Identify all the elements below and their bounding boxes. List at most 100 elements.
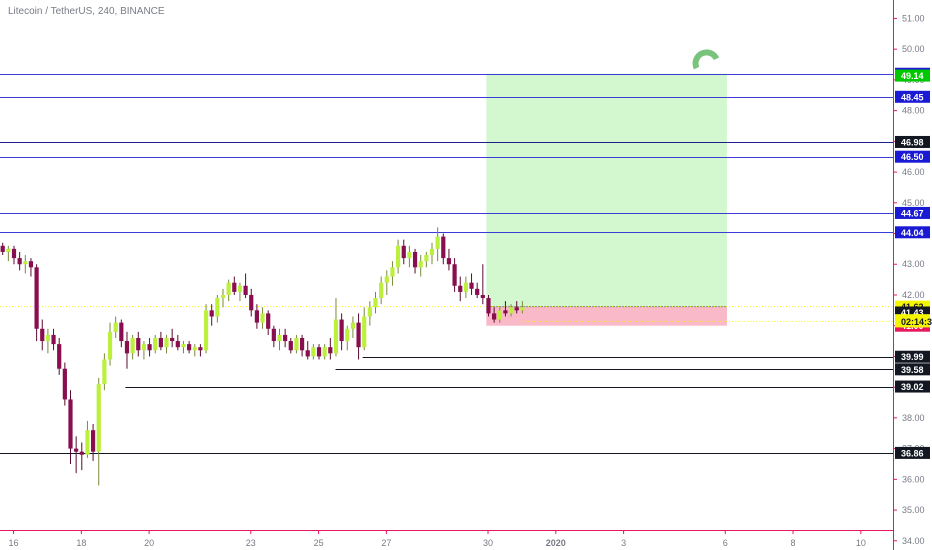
candle[interactable]	[74, 448, 79, 452]
candle[interactable]	[412, 251, 418, 268]
candle[interactable]	[362, 316, 367, 348]
level-tag: 46.98	[901, 137, 924, 147]
candle[interactable]	[514, 307, 519, 311]
candle[interactable]	[452, 264, 457, 286]
candle[interactable]	[209, 310, 214, 317]
candle[interactable]	[401, 245, 406, 259]
candle[interactable]	[220, 294, 226, 299]
candle[interactable]	[367, 307, 372, 317]
candle[interactable]	[508, 307, 514, 314]
candle[interactable]	[130, 337, 135, 354]
candle[interactable]	[198, 347, 203, 351]
candle[interactable]	[407, 251, 412, 259]
candle[interactable]	[441, 236, 446, 259]
candle[interactable]	[175, 341, 180, 348]
candle[interactable]	[79, 451, 84, 455]
candle[interactable]	[266, 313, 271, 329]
candle[interactable]	[164, 337, 169, 348]
candle[interactable]	[158, 337, 163, 348]
countdown-tag-bg	[895, 315, 930, 328]
candle[interactable]	[119, 322, 124, 342]
candle[interactable]	[497, 310, 502, 320]
candle[interactable]	[124, 341, 130, 354]
candle[interactable]	[254, 310, 259, 323]
candle[interactable]	[107, 331, 113, 360]
candle[interactable]	[316, 347, 322, 357]
candle[interactable]	[232, 282, 237, 292]
candle[interactable]	[418, 261, 423, 268]
candle[interactable]	[503, 310, 508, 314]
candle[interactable]	[480, 294, 485, 299]
candle[interactable]	[34, 267, 39, 329]
candle[interactable]	[435, 236, 440, 249]
candle[interactable]	[90, 430, 96, 452]
candle[interactable]	[271, 328, 276, 342]
candle[interactable]	[62, 368, 67, 400]
candle[interactable]	[181, 344, 186, 348]
x-tick-label: 10	[856, 538, 866, 548]
candle[interactable]	[113, 322, 118, 332]
candle[interactable]	[379, 282, 384, 299]
candle[interactable]	[85, 430, 90, 455]
candle[interactable]	[102, 359, 107, 385]
candle[interactable]	[492, 313, 497, 320]
candle[interactable]	[277, 334, 282, 342]
level-tag: 39.99	[901, 352, 924, 362]
candle[interactable]	[333, 319, 339, 354]
candle[interactable]	[17, 258, 22, 265]
candle[interactable]	[192, 347, 197, 351]
candle[interactable]	[28, 261, 34, 268]
candle[interactable]	[396, 245, 401, 268]
candle[interactable]	[429, 248, 435, 256]
candle[interactable]	[288, 341, 293, 351]
candle[interactable]	[6, 248, 11, 252]
candle[interactable]	[486, 298, 491, 314]
candle[interactable]	[283, 334, 288, 342]
candle[interactable]	[390, 267, 395, 277]
candle[interactable]	[339, 319, 344, 342]
profit-zone[interactable]	[486, 73, 727, 307]
candle[interactable]	[384, 276, 389, 283]
candle[interactable]	[141, 344, 147, 351]
candle[interactable]	[243, 285, 248, 295]
candle[interactable]	[458, 285, 463, 292]
candle[interactable]	[373, 298, 378, 308]
time-axis[interactable]	[0, 530, 893, 550]
candle[interactable]	[45, 334, 50, 342]
candle[interactable]	[356, 322, 361, 348]
candle[interactable]	[96, 384, 101, 452]
candle[interactable]	[328, 347, 333, 354]
candle[interactable]	[350, 322, 356, 329]
candle[interactable]	[153, 337, 158, 351]
candle[interactable]	[446, 258, 452, 265]
candle[interactable]	[237, 285, 243, 292]
candle[interactable]	[469, 282, 474, 289]
candle[interactable]	[299, 337, 305, 351]
candle[interactable]	[0, 245, 5, 252]
candle[interactable]	[40, 328, 45, 342]
candle[interactable]	[424, 255, 429, 262]
candle[interactable]	[51, 334, 56, 345]
candle[interactable]	[187, 344, 192, 351]
candle[interactable]	[57, 344, 62, 369]
candle[interactable]	[170, 337, 175, 342]
candle[interactable]	[226, 282, 231, 295]
candle[interactable]	[11, 248, 17, 259]
candle[interactable]	[136, 337, 141, 351]
candle[interactable]	[294, 337, 299, 351]
candle[interactable]	[345, 328, 350, 342]
candle[interactable]	[203, 310, 209, 351]
candle[interactable]	[68, 399, 73, 449]
candle[interactable]	[305, 350, 310, 357]
candle[interactable]	[475, 288, 480, 295]
candle[interactable]	[23, 261, 28, 265]
candle[interactable]	[147, 344, 152, 351]
candle[interactable]	[463, 282, 468, 292]
candle[interactable]	[215, 298, 220, 317]
candle[interactable]	[520, 307, 525, 311]
candle[interactable]	[322, 347, 327, 357]
candle[interactable]	[311, 347, 316, 357]
candle[interactable]	[260, 313, 265, 323]
candle[interactable]	[249, 294, 254, 311]
